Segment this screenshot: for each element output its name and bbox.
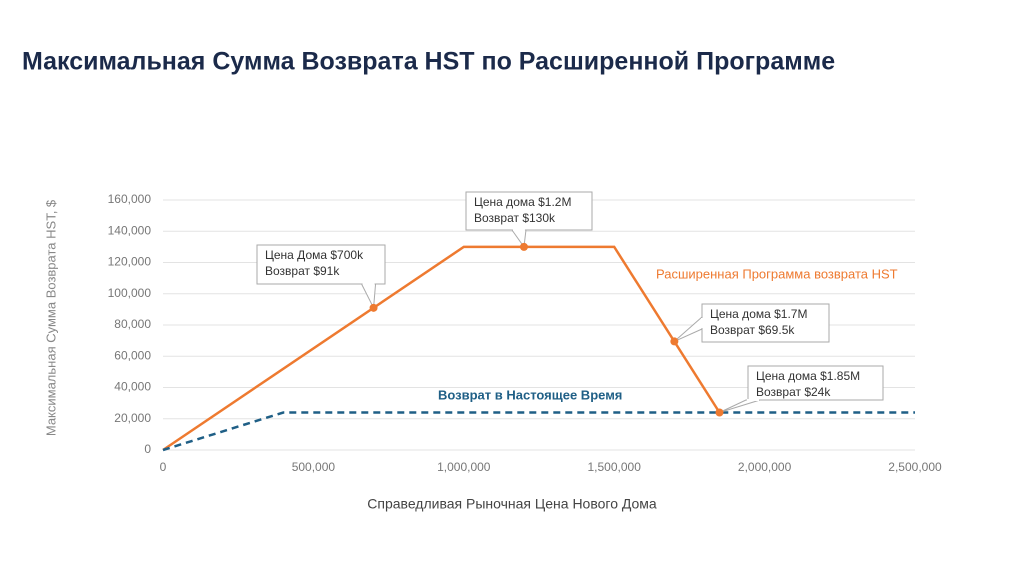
highlight-point bbox=[369, 303, 378, 312]
y-tick-label: 80,000 bbox=[114, 317, 151, 331]
callout-text: Возврат $69.5k bbox=[710, 323, 795, 337]
callout-text: Возврат $130k bbox=[474, 211, 556, 225]
callout-text: Цена Дома $700k bbox=[265, 248, 364, 262]
x-tick-label: 1,000,000 bbox=[437, 460, 491, 474]
series-line bbox=[162, 411, 915, 452]
callout-pointer bbox=[674, 315, 703, 342]
y-tick-label: 160,000 bbox=[108, 192, 152, 206]
series-label: Возврат в Настоящее Время bbox=[438, 387, 622, 402]
y-tick-label: 40,000 bbox=[114, 380, 151, 394]
callout-text: Возврат $91k bbox=[265, 264, 340, 278]
callout-box bbox=[256, 244, 386, 285]
x-tick-label: 2,000,000 bbox=[738, 460, 792, 474]
chart-title: Максимальная Сумма Возврата HST по Расши… bbox=[22, 48, 835, 76]
highlight-point bbox=[519, 242, 528, 251]
series-line bbox=[162, 245, 721, 452]
x-axis-label: Справедливая Рыночная Цена Нового Дома bbox=[367, 496, 657, 512]
x-tick-label: 1,500,000 bbox=[588, 460, 642, 474]
y-tick-label: 100,000 bbox=[108, 286, 152, 300]
y-tick-label: 60,000 bbox=[114, 348, 151, 362]
callout-text: Возврат $24k bbox=[756, 385, 831, 399]
y-tick-label: 120,000 bbox=[108, 255, 152, 269]
callout-box bbox=[701, 303, 830, 343]
callout-box bbox=[747, 365, 884, 401]
series-label: Расширенная Программа возврата HST bbox=[656, 266, 898, 281]
highlight-point bbox=[670, 337, 679, 346]
x-tick-label: 500,000 bbox=[292, 460, 336, 474]
callout-box bbox=[465, 191, 593, 231]
callout-text: Цена дома $1.85M bbox=[756, 369, 860, 383]
x-tick-label: 2,500,000 bbox=[888, 460, 942, 474]
callout-text: Цена дома $1.7M bbox=[710, 307, 807, 321]
callout-pointer bbox=[719, 399, 761, 413]
y-axis-label: Максимальная Сумма Возврата HST, $ bbox=[43, 199, 58, 436]
callout-text: Цена дома $1.2M bbox=[474, 195, 571, 209]
y-tick-label: 0 bbox=[144, 442, 151, 456]
highlight-point bbox=[715, 408, 724, 417]
x-tick-label: 0 bbox=[160, 460, 167, 474]
y-tick-label: 140,000 bbox=[108, 223, 152, 237]
y-tick-label: 20,000 bbox=[114, 411, 151, 425]
